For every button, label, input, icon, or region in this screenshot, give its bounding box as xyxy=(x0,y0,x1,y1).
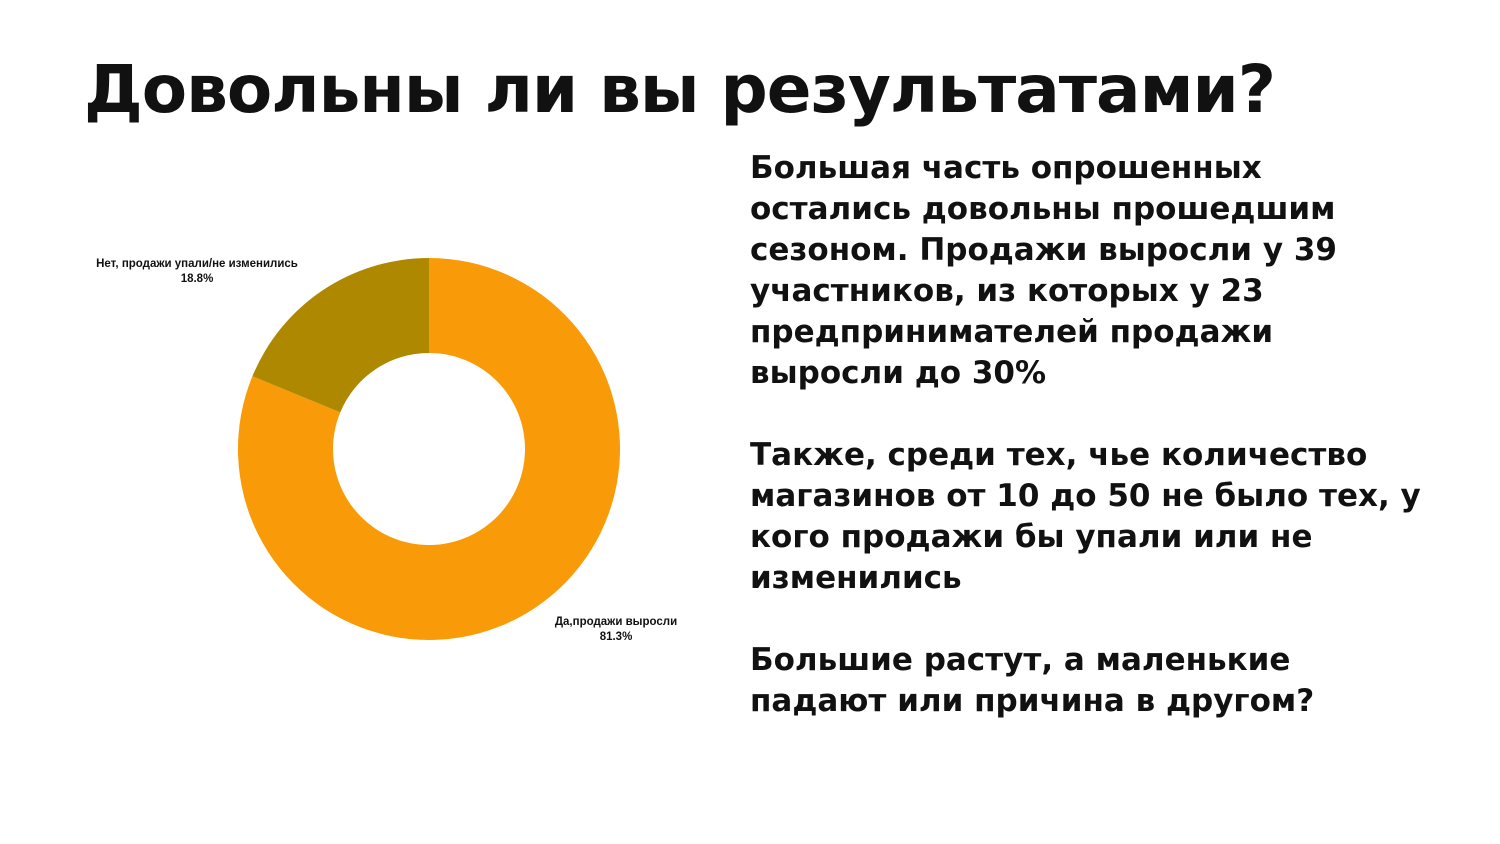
commentary-paragraph-3: Большие растут, а маленькие падают или п… xyxy=(750,642,1315,719)
commentary-text: Большая часть опрошенных остались доволь… xyxy=(750,148,1470,763)
donut-slice-2 xyxy=(252,258,429,413)
slice-label-1: Да,продажи выросли xyxy=(555,616,677,628)
donut-slice-1 xyxy=(238,258,621,640)
donut-chart: Да,продажи выросли 81.3% Нет, продажи упал… xyxy=(0,230,740,670)
commentary-paragraph-1: Большая часть опрошенных остались доволь… xyxy=(750,150,1337,391)
slide-title: Довольны ли вы результатами? xyxy=(84,51,1276,128)
slice-label-2: Нет, продажи упали/не изменились xyxy=(96,258,298,270)
slice-value-1: 81.3% xyxy=(600,631,633,643)
commentary-paragraph-2: Также, среди тех, чье количество магазин… xyxy=(750,437,1421,596)
slice-value-2: 18.8% xyxy=(181,273,214,285)
donut-chart-svg: Да,продажи выросли 81.3% Нет, продажи упал… xyxy=(96,258,677,643)
